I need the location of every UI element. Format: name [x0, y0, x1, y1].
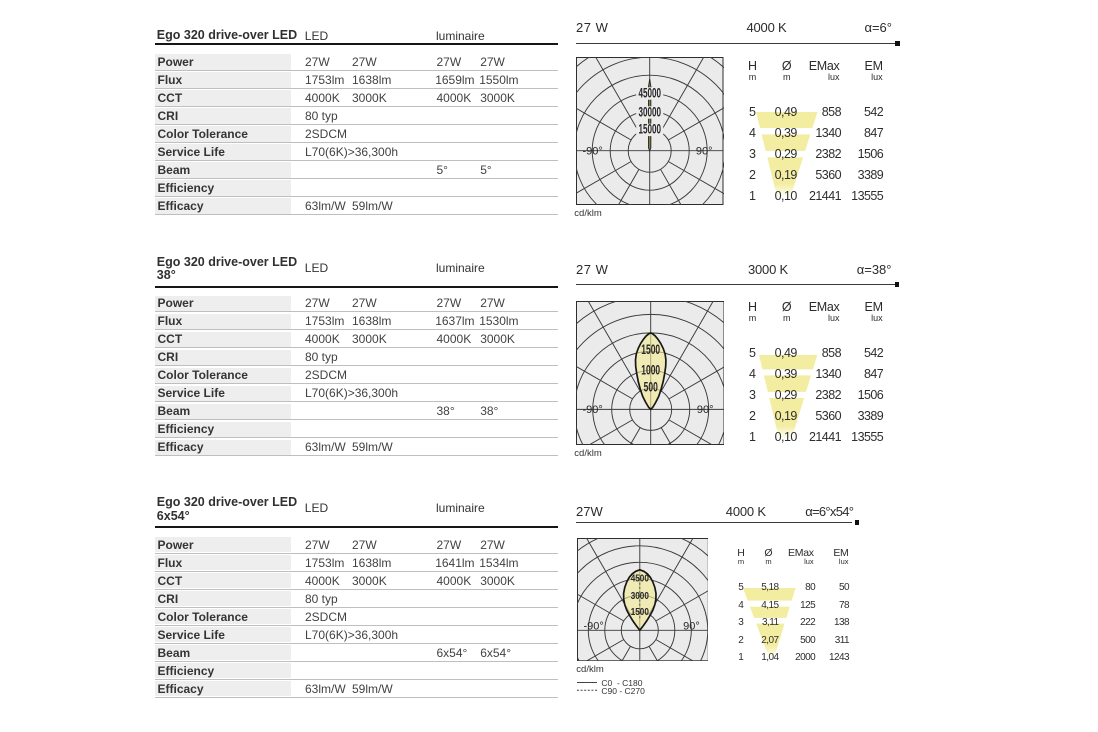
svg-text:30000: 30000 — [638, 105, 661, 120]
svg-text:1500: 1500 — [630, 606, 648, 617]
svg-text:90°: 90° — [696, 146, 713, 158]
svg-text:90°: 90° — [696, 404, 713, 416]
svg-text:15000: 15000 — [638, 123, 661, 138]
svg-text:1500: 1500 — [641, 343, 660, 357]
svg-text:-90°: -90° — [582, 404, 602, 416]
svg-text:-90°: -90° — [583, 620, 603, 632]
svg-text:90°: 90° — [683, 620, 700, 632]
svg-text:45000: 45000 — [638, 86, 661, 101]
svg-text:4500: 4500 — [630, 573, 648, 584]
svg-text:1000: 1000 — [641, 364, 660, 378]
svg-text:500: 500 — [643, 381, 657, 395]
svg-text:-90°: -90° — [583, 146, 603, 158]
